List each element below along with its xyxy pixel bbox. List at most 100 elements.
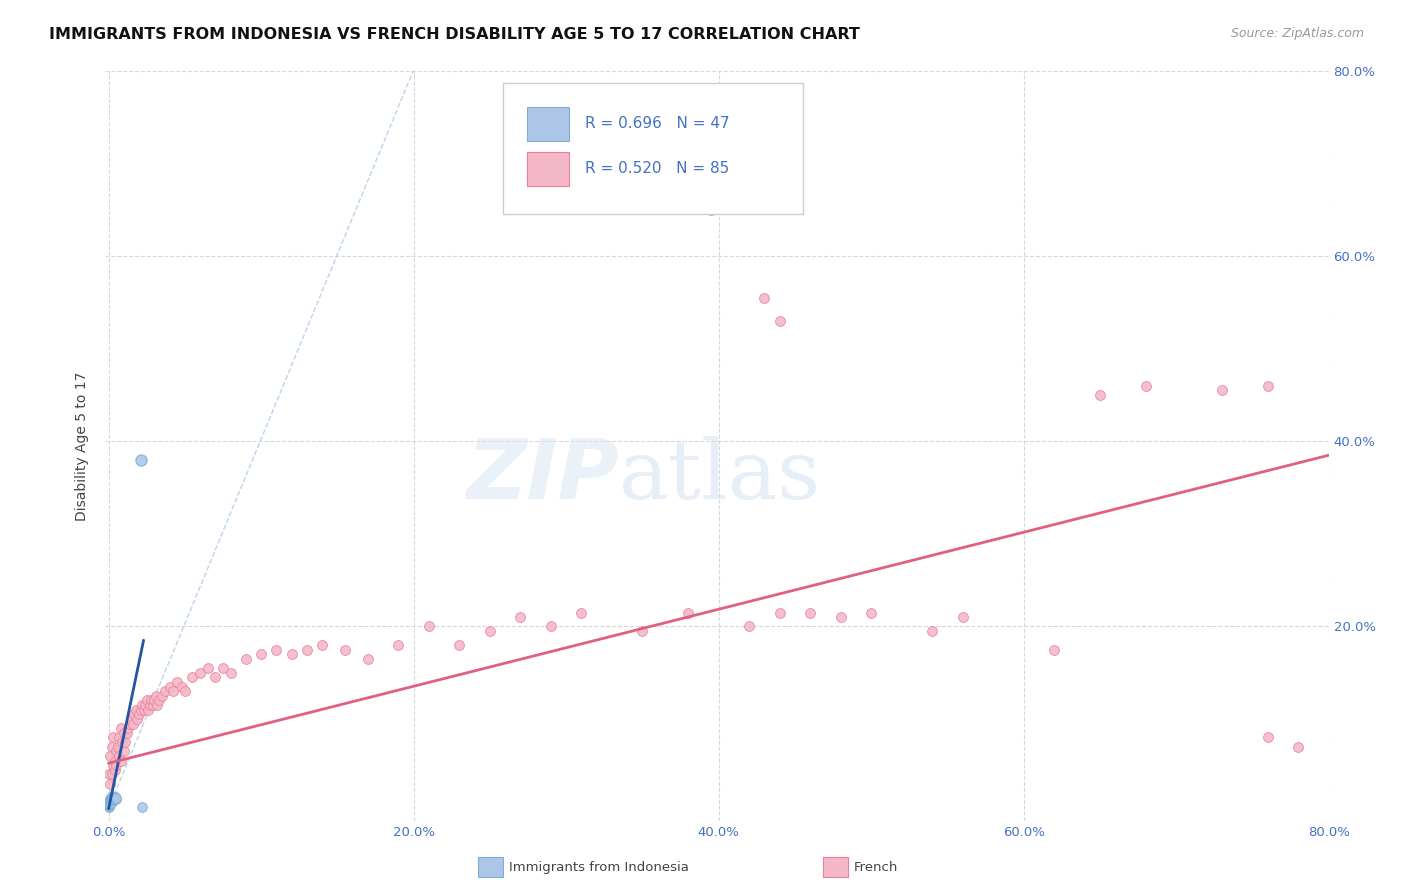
Point <box>107 739 129 754</box>
Point <box>132 703 155 717</box>
Point <box>188 665 211 680</box>
Point <box>101 792 124 806</box>
Point <box>103 793 125 807</box>
Point <box>104 763 127 777</box>
Point <box>104 754 127 768</box>
Point <box>101 790 124 805</box>
Point <box>311 638 333 652</box>
Point <box>101 790 124 805</box>
Point <box>103 791 125 805</box>
Point <box>100 792 122 806</box>
Text: Source: ZipAtlas.com: Source: ZipAtlas.com <box>1230 27 1364 40</box>
Point <box>103 791 125 805</box>
Point <box>117 721 139 735</box>
Point <box>136 703 159 717</box>
Point <box>830 610 852 624</box>
Point <box>104 791 127 805</box>
Point <box>105 744 128 758</box>
Point <box>105 790 128 805</box>
Point <box>108 731 131 745</box>
Point <box>100 793 122 807</box>
Point <box>103 789 125 804</box>
Point <box>104 789 127 804</box>
Text: atlas: atlas <box>619 436 821 516</box>
Point <box>129 453 152 467</box>
FancyBboxPatch shape <box>527 152 569 186</box>
Point <box>101 789 124 803</box>
Point <box>1257 379 1279 393</box>
Point <box>280 647 302 661</box>
Point <box>128 707 150 722</box>
Point <box>111 735 134 749</box>
Point <box>1088 388 1111 402</box>
Point <box>98 795 121 809</box>
Text: IMMIGRANTS FROM INDONESIA VS FRENCH DISABILITY AGE 5 TO 17 CORRELATION CHART: IMMIGRANTS FROM INDONESIA VS FRENCH DISA… <box>49 27 860 42</box>
Point <box>754 291 776 305</box>
Point <box>98 797 121 811</box>
Point <box>134 698 156 712</box>
Point <box>98 792 121 806</box>
Point <box>387 638 409 652</box>
Point <box>768 314 790 328</box>
Point <box>540 619 562 633</box>
Point <box>98 797 121 812</box>
Point <box>333 642 356 657</box>
Point <box>153 684 176 698</box>
Point <box>295 642 318 657</box>
FancyBboxPatch shape <box>503 83 803 214</box>
Point <box>101 795 124 809</box>
Point <box>1257 731 1279 745</box>
Point <box>768 606 790 620</box>
Point <box>124 707 146 722</box>
Point <box>98 795 121 809</box>
Point <box>97 798 120 813</box>
Point <box>98 797 121 811</box>
Point <box>98 796 121 810</box>
Point <box>112 744 135 758</box>
Point <box>127 712 149 726</box>
Point <box>135 693 157 707</box>
Point <box>104 792 127 806</box>
Point <box>181 670 204 684</box>
Point <box>103 790 125 805</box>
Point <box>418 619 440 633</box>
Point <box>197 661 219 675</box>
Point <box>98 793 121 807</box>
Point <box>676 606 699 620</box>
Point <box>103 789 125 804</box>
Point <box>100 791 122 805</box>
Point <box>141 693 163 707</box>
Point <box>449 638 471 652</box>
Point <box>509 610 531 624</box>
Point <box>631 624 654 638</box>
Point <box>103 790 125 805</box>
Point <box>129 703 152 717</box>
Point <box>357 652 380 666</box>
Point <box>100 789 122 804</box>
Point <box>114 735 136 749</box>
Point <box>170 680 193 694</box>
Point <box>212 661 235 675</box>
Point <box>219 665 242 680</box>
Point <box>125 703 148 717</box>
Point <box>146 698 169 712</box>
Point <box>100 739 122 754</box>
Point <box>101 793 124 807</box>
Point <box>921 624 943 638</box>
Point <box>100 767 122 781</box>
Point <box>104 790 127 805</box>
Point <box>110 721 132 735</box>
Point <box>1211 384 1233 398</box>
Point <box>142 698 165 712</box>
Text: R = 0.696   N = 47: R = 0.696 N = 47 <box>585 116 730 131</box>
Point <box>131 698 153 712</box>
Point <box>98 794 121 808</box>
Point <box>1043 642 1066 657</box>
Point <box>103 792 125 806</box>
Point <box>138 698 160 712</box>
Point <box>159 680 181 694</box>
Point <box>143 693 166 707</box>
Point <box>104 792 127 806</box>
Text: ZIP: ZIP <box>467 435 619 516</box>
Point <box>104 789 127 804</box>
